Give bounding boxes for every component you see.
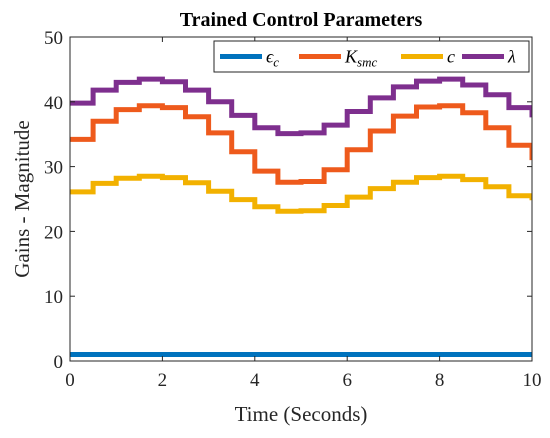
- chart-title: Trained Control Parameters: [180, 9, 423, 31]
- y-tick-label: 10: [44, 287, 63, 308]
- series-line-2: [70, 173, 532, 214]
- x-tick-label: 2: [158, 370, 168, 391]
- x-tick-label: 4: [250, 370, 260, 391]
- axis-ticks: 0 2 4 6 8 10 0 10 20 30 40 50: [44, 28, 542, 391]
- legend-label-2: c: [447, 47, 455, 67]
- y-tick-label: 0: [54, 352, 64, 373]
- y-tick-label: 50: [44, 28, 63, 49]
- x-tick-label: 8: [435, 370, 445, 391]
- legend: ϵc Ksmc c λ: [213, 40, 530, 73]
- y-tick-label: 20: [44, 222, 63, 243]
- y-tick-label: 40: [44, 93, 63, 114]
- x-tick-label: 0: [65, 370, 75, 391]
- plot-lines: [70, 76, 532, 357]
- y-axis-title: Gains - Magnitude: [10, 120, 34, 277]
- series-line-3: [70, 76, 532, 137]
- x-axis-title: Time (Seconds): [235, 402, 368, 426]
- legend-label-0: ϵc: [266, 47, 279, 70]
- series-line-1: [70, 103, 532, 185]
- x-tick-label: 10: [523, 370, 542, 391]
- y-tick-label: 30: [44, 158, 63, 179]
- plot-frame: [69, 36, 533, 362]
- x-tick-label: 6: [342, 370, 352, 391]
- legend-label-3: λ: [507, 47, 516, 67]
- legend-label-1: Ksmc: [344, 47, 377, 70]
